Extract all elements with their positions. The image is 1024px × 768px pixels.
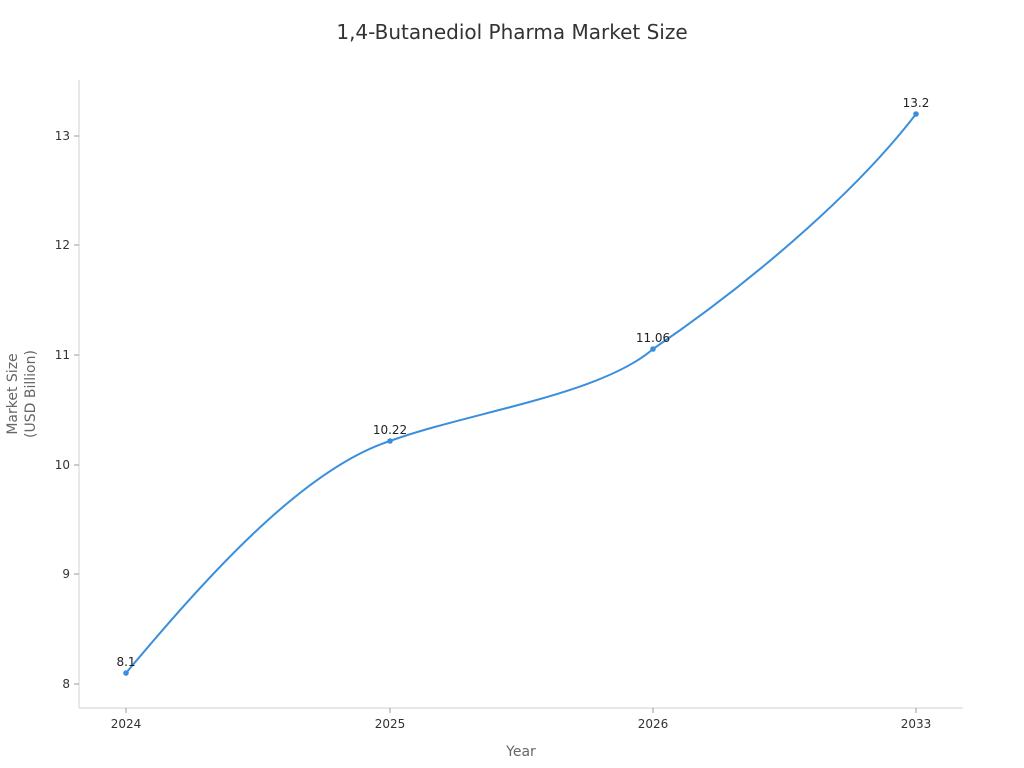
x-axis-title: Year (505, 744, 536, 760)
x-tick-label: 2026 (638, 717, 669, 731)
chart-title: 1,4-Butanediol Pharma Market Size (336, 20, 688, 44)
y-tick-label: 12 (55, 238, 70, 252)
y-axis-title: Market Size (USD Billion) (5, 350, 39, 438)
data-label: 8.1 (116, 655, 135, 669)
data-label: 13.2 (903, 96, 930, 110)
y-axis-title-line1: Market Size (5, 353, 21, 434)
series-line (125, 113, 917, 674)
y-tick-label: 9 (62, 567, 70, 581)
data-point[interactable] (123, 670, 129, 676)
data-point[interactable] (387, 438, 393, 444)
y-ticks: 8 9 10 11 12 13 (55, 129, 79, 691)
y-tick-label: 8 (62, 677, 70, 691)
data-point[interactable] (650, 346, 656, 352)
x-tick-label: 2025 (375, 717, 406, 731)
data-label: 10.22 (373, 423, 407, 437)
data-points (123, 111, 919, 676)
x-tick-label: 2033 (901, 717, 932, 731)
y-tick-label: 10 (55, 458, 70, 472)
x-ticks: 2024 2025 2026 2033 (111, 708, 932, 731)
y-axis-title-line2: (USD Billion) (23, 350, 39, 438)
y-tick-label: 13 (55, 129, 70, 143)
data-point[interactable] (913, 111, 919, 117)
y-tick-label: 11 (55, 348, 70, 362)
data-label: 11.06 (636, 331, 670, 345)
x-tick-label: 2024 (111, 717, 142, 731)
